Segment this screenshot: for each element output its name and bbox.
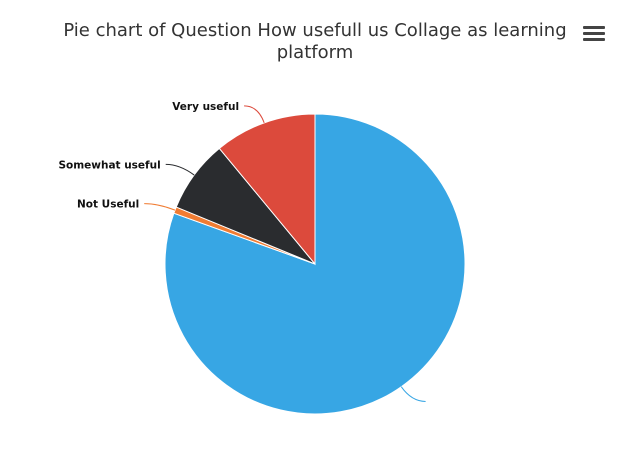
slice-label-not-useful: Not Useful xyxy=(77,199,139,211)
pie-slice-very-useful[interactable] xyxy=(218,113,316,266)
connector-line-not-useful xyxy=(144,203,176,211)
slice-label-very-useful: Very useful xyxy=(172,101,239,113)
chart-title: Pie chart of Question How usefull us Col… xyxy=(63,20,567,63)
hamburger-menu-icon[interactable] xyxy=(583,26,605,46)
slice-label-somewhat-useful: Somewhat useful xyxy=(58,159,160,171)
connector-line-very-useful xyxy=(244,105,265,124)
connector-line-somewhat-useful xyxy=(165,163,195,176)
connector-line-unlabeled xyxy=(400,386,426,402)
pie-slice-unlabeled[interactable] xyxy=(164,113,466,415)
